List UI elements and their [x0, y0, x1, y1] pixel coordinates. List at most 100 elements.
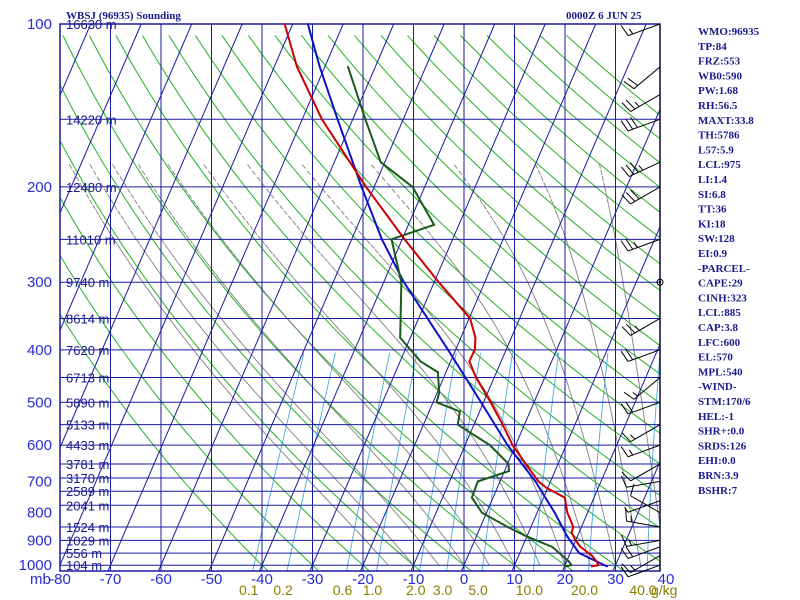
stability-index: HEL:-1 [698, 411, 734, 423]
height-label: 1029 m [66, 533, 109, 548]
wind-barb [621, 534, 661, 547]
temperature-tick-label: 20 [557, 571, 574, 588]
dry-adiabat [221, 35, 661, 465]
dry-adiabat [513, 35, 661, 164]
stability-index: WB0:590 [698, 70, 743, 82]
temperature-tick-label: -40 [251, 571, 273, 588]
wind-barb [621, 555, 661, 574]
isotherm [511, 226, 661, 572]
dry-adiabat [327, 35, 661, 346]
mixing-ratio-line [346, 352, 391, 572]
stability-index: FRZ:553 [698, 56, 741, 68]
stability-index: LFC:600 [698, 337, 741, 349]
height-label: 5133 m [66, 418, 109, 433]
height-label: 556 m [66, 546, 102, 561]
wind-barb [621, 424, 661, 443]
mixing-ratio-label: 0.2 [273, 582, 293, 598]
isotherm [59, 23, 142, 214]
wind-barb [656, 278, 664, 286]
parcel-profile-line [306, 23, 608, 568]
wind-barb [621, 186, 661, 205]
wind-barb [620, 23, 661, 37]
mixing-ratio-label: 20.0 [571, 582, 598, 598]
stability-index: SW:128 [698, 233, 735, 245]
pressure-tick-label: 1000 [19, 557, 52, 574]
stability-index: RH:56.5 [698, 100, 738, 112]
pressure-tick-label: 400 [27, 342, 52, 359]
height-label: 11010 m [66, 232, 116, 247]
pressure-tick-label: 900 [27, 532, 52, 549]
mixing-ratio-label: 10.0 [516, 582, 543, 598]
moist-adiabat [67, 161, 389, 566]
height-label: 16630 m [66, 17, 117, 32]
pressure-tick-label: 600 [27, 437, 52, 454]
mixing-ratio-label: 3.0 [433, 582, 453, 598]
mixing-ratio-label: 5.0 [468, 582, 488, 598]
moist-adiabat [598, 162, 661, 526]
isotherm [59, 23, 92, 96]
axis-labels: 0.1 0.2 0.6 1.0 2.0 3.0 5.0 10.0 20.0 40.01000900… [19, 16, 675, 598]
isotherm [59, 23, 193, 331]
wind-barb [621, 475, 661, 488]
temperature-tick-label: -10 [403, 571, 425, 588]
moist-adiabat [88, 161, 414, 566]
isotherm [562, 344, 661, 572]
mixing-ratio-line [646, 354, 661, 572]
moist-adiabat [299, 161, 566, 566]
dry-adiabat [88, 35, 574, 572]
stability-index: TT:36 [698, 204, 727, 216]
height-label: 12480 m [66, 180, 117, 195]
stability-index: LCL:885 [698, 307, 741, 319]
temperature-tick-label: -70 [100, 571, 122, 588]
height-label: 1524 m [66, 520, 109, 535]
pressure-unit-label: mb [30, 571, 51, 588]
stability-index: LCL:975 [698, 159, 741, 171]
height-label: 9740 m [66, 275, 109, 290]
height-label: 3781 m [66, 457, 109, 472]
wind-barb [620, 116, 661, 132]
temperature-tick-label: -80 [49, 571, 71, 588]
isotherm [208, 23, 445, 572]
moist-adiabat [110, 161, 440, 566]
stability-index: EHI:0.0 [698, 455, 736, 467]
height-label: 4433 m [66, 438, 109, 453]
stability-index: TH:5786 [698, 130, 740, 142]
mixing-ratio-label: 1.0 [363, 582, 383, 598]
temperature-tick-label: -30 [302, 571, 324, 588]
stability-index: CAPE:29 [698, 278, 743, 290]
stability-index: WMO:96935 [698, 26, 760, 38]
dewpoint-profile-line [347, 65, 573, 568]
stability-index: CINH:323 [698, 292, 747, 304]
temperature-tick-label: -60 [150, 571, 172, 588]
height-label: 104 m [66, 558, 102, 573]
stability-index: L57:5.9 [698, 144, 734, 156]
wind-barb [620, 564, 661, 578]
pressure-tick-label: 100 [27, 16, 52, 33]
wind-barb [623, 66, 661, 90]
stability-index: STM:170/6 [698, 396, 751, 408]
wind-barb [624, 500, 661, 513]
pressure-tick-label: 200 [27, 179, 52, 196]
isotherm [410, 23, 647, 572]
wind-barbs [620, 23, 664, 578]
isotherm [309, 23, 546, 572]
height-label: 2589 m [66, 484, 109, 499]
wind-barb [625, 508, 661, 528]
isotherm [158, 23, 395, 572]
mixing-ratio-lines [252, 352, 661, 572]
dry-adiabat [539, 35, 661, 140]
isotherm [107, 23, 344, 572]
stability-index: CAP:3.8 [698, 322, 739, 334]
isobars-isotherms [59, 23, 661, 572]
pressure-tick-label: 500 [27, 394, 52, 411]
stability-index: LI:1.4 [698, 174, 728, 186]
stability-index: SHR+:0.0 [698, 426, 745, 438]
dry-adiabat [59, 255, 320, 572]
height-label: 14220 m [66, 112, 117, 127]
stability-index: EL:570 [698, 352, 733, 364]
mixing-ratio-label: 40.0 [629, 582, 656, 598]
wind-barb [620, 444, 661, 458]
mixing-ratio-line [286, 352, 336, 572]
height-label: 2041 m [66, 498, 109, 513]
